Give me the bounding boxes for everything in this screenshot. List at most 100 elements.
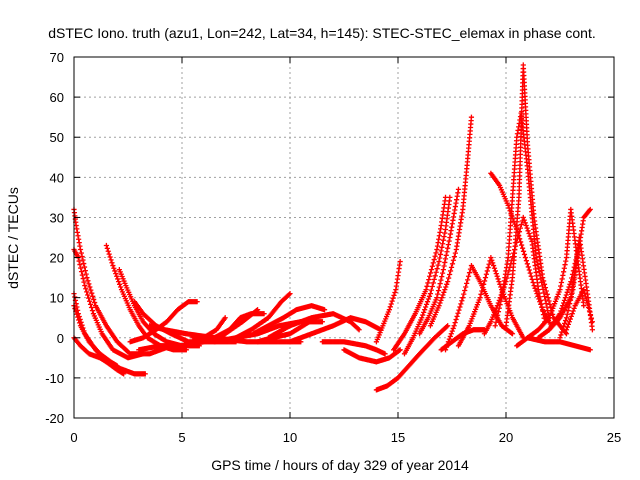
axis-ticks: 0 5 10 15 20 25 -20 -10 0 10 20 30 40 50 60 70 xyxy=(45,50,621,445)
data-point-marker xyxy=(565,308,571,314)
data-point-marker xyxy=(107,254,113,260)
data-point-marker xyxy=(449,261,456,267)
data-point-marker xyxy=(522,220,528,226)
data-point-marker xyxy=(445,279,451,285)
data-point-marker xyxy=(436,303,442,309)
data-point-marker xyxy=(423,301,430,307)
data-point-marker xyxy=(568,279,574,285)
data-point-marker xyxy=(86,281,92,287)
data-point-marker xyxy=(563,292,569,298)
data-point-marker xyxy=(77,246,84,253)
x-tick-label: 10 xyxy=(283,430,297,445)
y-tick-label: -20 xyxy=(45,411,64,426)
data-point-marker xyxy=(89,290,95,296)
data-point-marker xyxy=(558,283,564,289)
y-tick-label: 30 xyxy=(50,210,64,225)
data-point-marker xyxy=(494,316,500,322)
data-point-marker xyxy=(565,287,571,293)
data-point-marker xyxy=(496,305,502,311)
data-point-marker xyxy=(488,254,494,261)
data-point-marker xyxy=(321,307,328,313)
x-tick-label: 0 xyxy=(70,430,77,445)
data-point-marker xyxy=(480,285,486,291)
y-tick-label: 70 xyxy=(50,50,64,65)
x-tick-label: 25 xyxy=(607,430,621,445)
data-point-marker xyxy=(447,268,454,274)
data-point-marker xyxy=(113,271,119,277)
data-point-marker xyxy=(481,281,487,287)
series-arc-14 xyxy=(211,291,293,345)
data-point-marker xyxy=(566,284,572,290)
data-point-marker xyxy=(447,333,453,340)
data-point-marker xyxy=(78,265,84,271)
data-point-marker xyxy=(493,271,499,277)
data-point-marker xyxy=(116,279,122,285)
data-point-marker xyxy=(428,266,435,273)
data-point-marker xyxy=(396,347,402,354)
data-point-marker xyxy=(441,263,447,269)
data-point-marker xyxy=(542,297,548,303)
data-point-marker xyxy=(565,321,571,328)
data-point-marker xyxy=(445,323,451,329)
data-point-marker xyxy=(80,257,86,263)
data-point-marker xyxy=(443,252,449,258)
data-point-marker xyxy=(391,292,397,298)
data-point-marker xyxy=(389,298,395,304)
data-point-marker xyxy=(90,293,96,299)
data-point-marker xyxy=(81,260,87,267)
data-point-marker xyxy=(523,258,529,264)
data-point-marker xyxy=(84,289,90,295)
data-point-marker xyxy=(88,287,94,293)
data-point-marker xyxy=(464,280,470,287)
data-point-marker xyxy=(525,228,531,234)
series-arc-09 xyxy=(127,299,200,345)
data-point-marker xyxy=(560,272,566,278)
data-point-marker xyxy=(532,285,538,291)
data-point-marker xyxy=(496,279,502,285)
data-point-marker xyxy=(390,295,396,301)
data-point-marker xyxy=(419,315,425,321)
data-point-marker xyxy=(462,287,468,294)
data-point-marker xyxy=(587,347,593,353)
data-point-marker xyxy=(489,257,495,263)
data-point-marker xyxy=(539,304,545,310)
data-point-marker xyxy=(536,296,542,302)
series-arc-13 xyxy=(190,311,267,341)
data-point-marker xyxy=(79,253,85,260)
data-point-marker xyxy=(433,250,439,256)
data-point-marker xyxy=(495,309,502,315)
data-point-marker xyxy=(108,257,114,263)
data-point-marker xyxy=(526,230,532,237)
data-point-marker xyxy=(523,222,529,229)
data-point-marker xyxy=(455,186,462,192)
data-point-marker xyxy=(115,276,121,282)
data-point-marker xyxy=(435,288,442,294)
data-point-marker xyxy=(495,276,501,282)
data-point-marker xyxy=(450,257,457,263)
data-point-marker xyxy=(72,305,78,312)
data-point-marker xyxy=(477,295,483,301)
data-point-marker xyxy=(443,284,449,290)
series-arc-40 xyxy=(563,287,595,333)
data-point-marker xyxy=(427,273,433,279)
data-point-marker xyxy=(442,259,448,266)
series-arc-04 xyxy=(71,246,146,361)
data-point-marker xyxy=(571,305,577,311)
data-point-marker xyxy=(76,258,82,264)
series-arc-03 xyxy=(71,303,120,369)
data-point-marker xyxy=(465,277,471,283)
data-point-marker xyxy=(521,251,528,258)
data-point-marker xyxy=(535,265,542,271)
data-point-marker xyxy=(568,313,574,319)
data-point-marker xyxy=(521,217,527,223)
data-point-marker xyxy=(222,315,228,321)
data-point-marker xyxy=(432,253,438,259)
data-point-marker xyxy=(447,271,453,278)
data-point-marker xyxy=(561,265,567,271)
data-point-marker xyxy=(89,307,96,314)
data-point-marker xyxy=(528,236,534,242)
data-point-marker xyxy=(526,267,532,273)
data-point-marker xyxy=(497,302,503,308)
data-point-marker xyxy=(441,234,447,240)
data-point-marker xyxy=(447,194,453,200)
